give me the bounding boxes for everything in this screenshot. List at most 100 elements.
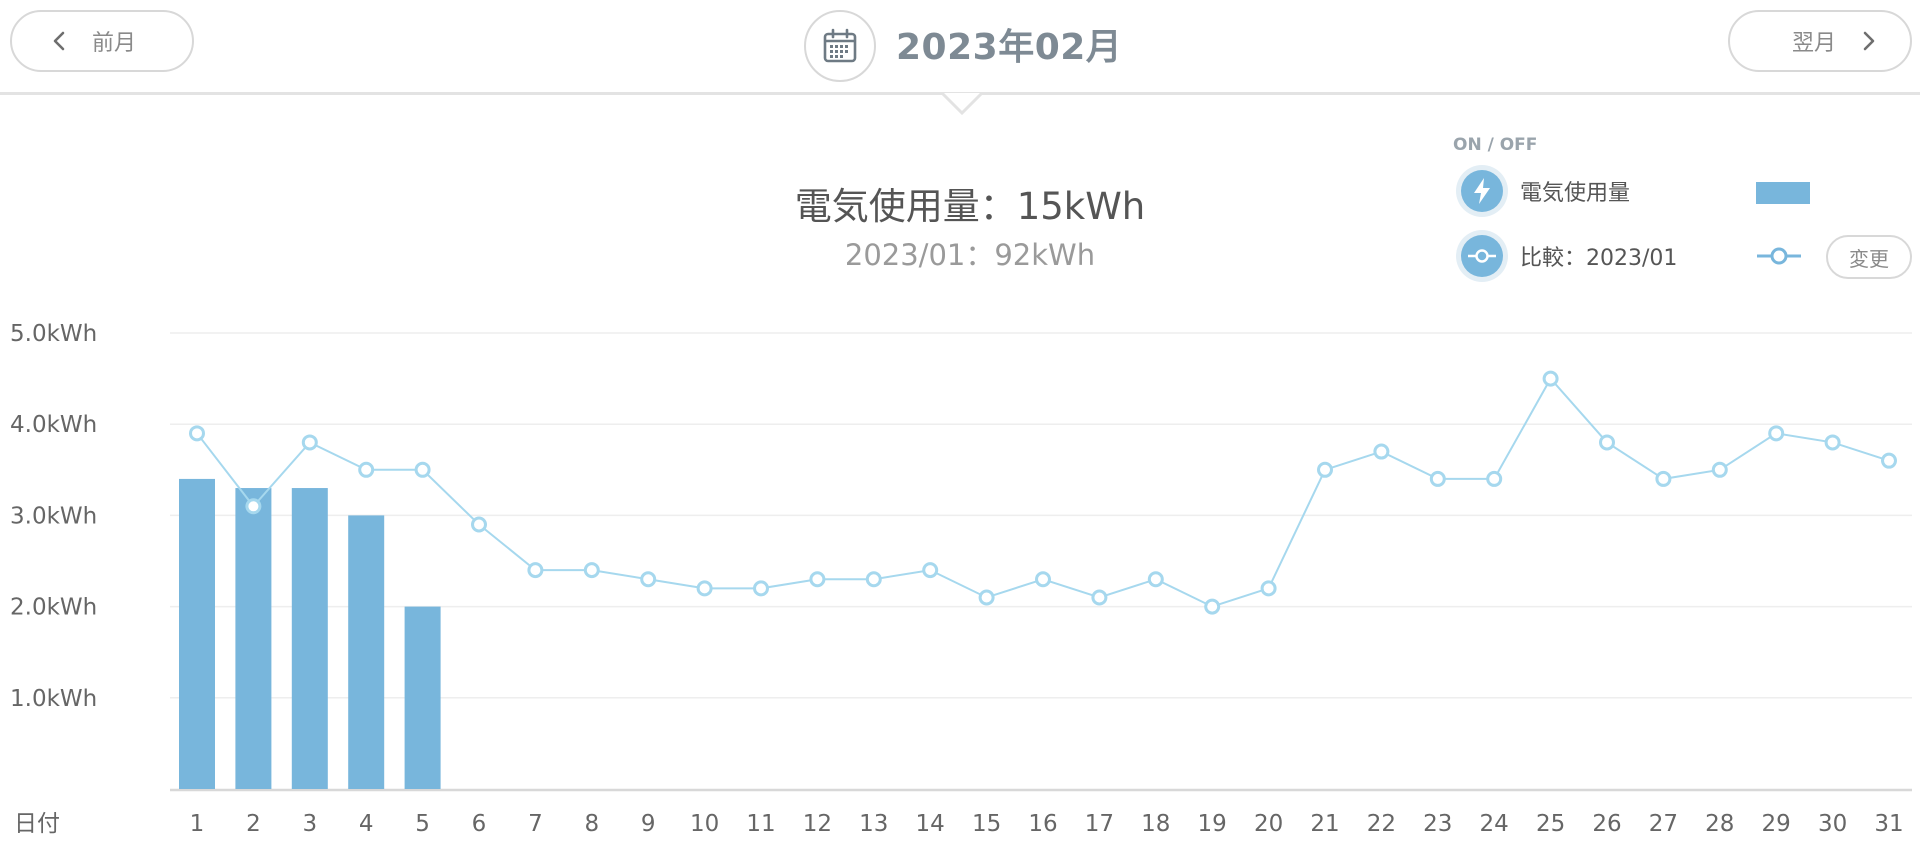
compare-point[interactable]: [1260, 580, 1277, 597]
x-tick-label: 14: [916, 811, 945, 837]
compare-total: 2023/01：92kWh: [844, 238, 1096, 272]
usage-bar[interactable]: [348, 515, 385, 789]
legend-compare-label: 比較：2023/01: [1520, 246, 1678, 271]
x-tick-label: 4: [359, 811, 374, 837]
compare-point[interactable]: [1881, 452, 1897, 469]
compare-point[interactable]: [527, 562, 544, 579]
x-tick-label: 20: [1254, 811, 1283, 837]
prev-month-button[interactable]: 前月: [10, 10, 194, 72]
compare-point[interactable]: [1711, 461, 1728, 478]
legend-bar-swatch: [1756, 182, 1810, 204]
x-tick-label: 11: [746, 811, 775, 837]
bar-layer: [179, 478, 441, 789]
x-tick-label: 18: [1141, 811, 1170, 837]
prev-month-label: 前月: [92, 31, 137, 56]
compare-point[interactable]: [1204, 598, 1221, 615]
next-month-button[interactable]: 翌月: [1728, 10, 1912, 72]
legend-usage: 電気使用量: [1456, 163, 1630, 219]
legend-line-swatch: [1757, 247, 1801, 265]
lightning-icon: [1474, 178, 1490, 204]
x-tick-label: 31: [1874, 811, 1903, 837]
compare-toggle-button[interactable]: [1456, 230, 1508, 282]
compare-point[interactable]: [1486, 470, 1503, 487]
usage-toggle-button[interactable]: [1456, 165, 1508, 217]
x-tick-label: 17: [1085, 811, 1114, 837]
compare-point[interactable]: [1768, 425, 1785, 442]
compare-point[interactable]: [358, 461, 375, 478]
legend-usage-label: 電気使用量: [1520, 181, 1631, 206]
compare-point[interactable]: [640, 571, 657, 588]
compare-point[interactable]: [1429, 470, 1446, 487]
x-tick-label: 27: [1649, 811, 1678, 837]
calendar-button[interactable]: [804, 10, 876, 82]
x-tick-label: 10: [690, 811, 719, 837]
compare-point[interactable]: [583, 562, 600, 579]
compare-point[interactable]: [1317, 461, 1333, 478]
header-pointer: [942, 91, 982, 116]
x-tick-label: 8: [584, 811, 599, 837]
x-tick-label: 16: [1028, 811, 1057, 837]
grid-layer: [170, 332, 1912, 792]
x-tick-label: 23: [1423, 811, 1452, 837]
compare-point[interactable]: [1147, 571, 1164, 588]
x-tick-label: 13: [859, 811, 888, 837]
compare-point[interactable]: [1035, 571, 1051, 588]
y-tick-label: 2.0kWh: [10, 595, 97, 621]
calendar-icon: [823, 28, 857, 63]
legend-compare: 比較：2023/01: [1456, 228, 1677, 284]
compare-point[interactable]: [865, 571, 882, 588]
y-tick-label: 3.0kWh: [10, 503, 97, 529]
compare-point[interactable]: [1655, 470, 1672, 487]
x-tick-label: 21: [1310, 811, 1339, 837]
usage-bar[interactable]: [404, 606, 441, 789]
line-point-icon: [1468, 249, 1496, 263]
compare-point[interactable]: [1542, 370, 1559, 387]
compare-point[interactable]: [1824, 434, 1841, 451]
usage-total: 電気使用量：15kWh: [794, 185, 1146, 228]
y-tick-label: 1.0kWh: [10, 686, 97, 712]
compare-point[interactable]: [696, 580, 713, 597]
x-tick-label: 7: [528, 811, 543, 837]
compare-point[interactable]: [245, 498, 262, 515]
x-axis-label: 日付: [14, 811, 60, 837]
x-tick-label: 2: [246, 811, 261, 837]
compare-point[interactable]: [1091, 589, 1108, 606]
compare-point[interactable]: [753, 580, 769, 597]
usage-bar[interactable]: [235, 488, 272, 789]
compare-point[interactable]: [471, 516, 487, 533]
x-tick-label: 25: [1536, 811, 1565, 837]
x-tick-label: 24: [1480, 811, 1509, 837]
chevron-right-icon: [1863, 31, 1875, 51]
y-tick-label: 4.0kWh: [10, 412, 97, 438]
x-tick-label: 22: [1367, 811, 1396, 837]
x-axis-ticks: 1 2 3 4 5 6 7 8 9 10 11 12 13 14 15 16 17 18 19 20 21 22 23 24 2…: [190, 811, 1904, 837]
legend-heading: ON / OFF: [1453, 135, 1538, 155]
compare-point[interactable]: [414, 461, 431, 478]
compare-point[interactable]: [301, 434, 318, 451]
compare-point[interactable]: [978, 589, 995, 606]
compare-point[interactable]: [189, 425, 205, 442]
change-compare-button[interactable]: 変更: [1826, 235, 1912, 279]
compare-point[interactable]: [809, 571, 826, 588]
x-tick-label: 9: [641, 811, 656, 837]
usage-bar[interactable]: [179, 478, 215, 789]
usage-bar[interactable]: [291, 488, 328, 789]
y-tick-label: 5.0kWh: [10, 321, 97, 347]
compare-point[interactable]: [1373, 443, 1390, 460]
x-tick-label: 19: [1198, 811, 1227, 837]
compare-point[interactable]: [1599, 434, 1615, 451]
compare-point[interactable]: [922, 562, 939, 579]
x-tick-label: 29: [1762, 811, 1791, 837]
x-tick-label: 5: [415, 811, 430, 837]
chevron-left-icon: [53, 31, 65, 51]
x-tick-label: 6: [472, 811, 487, 837]
x-tick-label: 30: [1818, 811, 1847, 837]
x-tick-label: 12: [803, 811, 832, 837]
month-header: 前月 2023年02月 翌月: [0, 0, 1920, 116]
x-tick-label: 3: [302, 811, 317, 837]
x-tick-label: 26: [1592, 811, 1621, 837]
month-title: 2023年02月: [896, 27, 1123, 68]
next-month-label: 翌月: [1791, 31, 1836, 56]
x-tick-label: 1: [190, 811, 205, 837]
